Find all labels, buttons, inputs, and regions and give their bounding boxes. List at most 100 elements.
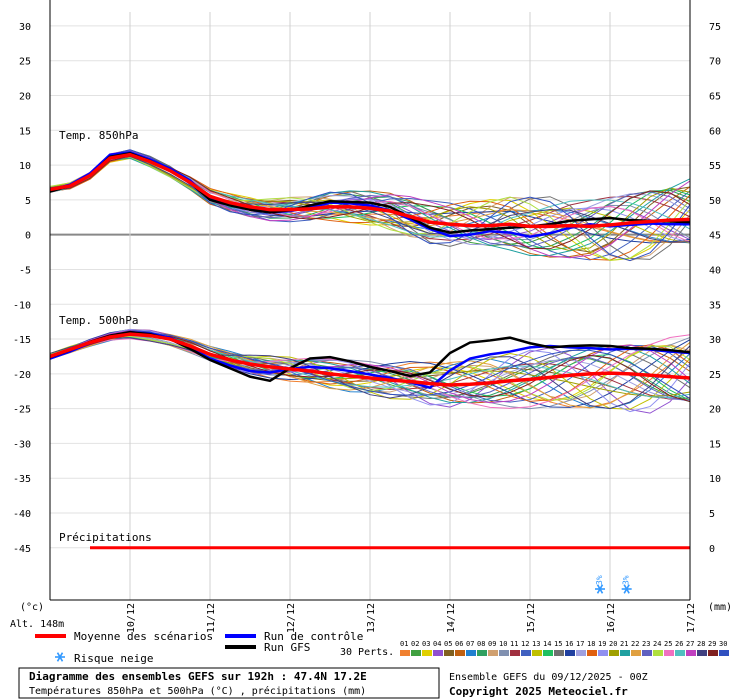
y-right-tick-label: 65 [709,92,721,103]
pert-number: 26 [675,640,683,648]
pert-number: 30 [719,640,727,648]
label-precip: Précipitations [59,531,152,544]
pert-number: 18 [587,640,595,648]
pert-number: 17 [576,640,584,648]
pert-number: 11 [510,640,518,648]
y-left-tick-label: -10 [13,300,31,311]
pert-swatch [642,650,652,656]
y-left-tick-label: -35 [13,474,31,485]
pert-swatch [554,650,564,656]
info-title: Diagramme des ensembles GEFS sur 192h : … [29,670,367,683]
legend-perts-label: 30 Perts. [340,647,394,658]
y-right-tick-label: 10 [709,474,721,485]
pert-swatch [455,650,465,656]
member-line [49,335,691,401]
info-box: Diagramme des ensembles GEFS sur 192h : … [18,667,440,699]
main-series [49,151,691,550]
pert-number: 08 [477,640,485,648]
y-left-tick-label: -40 [13,509,31,520]
y-left-tick-label: 10 [19,161,31,172]
pert-number: 21 [620,640,628,648]
y-right-tick-label: 5 [709,509,715,520]
pert-number: 16 [565,640,573,648]
snowflake-stroke [596,584,604,594]
y-left-tick-label: -45 [13,544,31,555]
pert-number: 23 [642,640,650,648]
series-line-500 [49,332,691,387]
y-right-tick-label: 45 [709,231,721,242]
pert-swatch [664,650,674,656]
pert-swatch [631,650,641,656]
grid [50,12,691,600]
x-tick-label: 10/12 [126,603,137,633]
pert-swatch [422,650,432,656]
y-right-tick-label: 20 [709,405,721,416]
y-right-tick-label: 0 [709,544,715,555]
y-left-tick-label: 20 [19,92,31,103]
y-left-tick-label: -20 [13,370,31,381]
info-subtitle: Températures 850hPa et 500hPa (°C) , pré… [29,685,366,697]
pert-swatch [587,650,597,656]
pert-number: 27 [686,640,694,648]
y-right-unit: (mm) [708,602,732,613]
perturbation-legend: 01 02 03 04 05 06 07 08 09 10 11 12 13 14 15 16 17 18 19 20… [400,640,729,656]
y-right-tick-label: 70 [709,57,721,68]
altitude-label: Alt. 148m [10,619,64,630]
pert-number: 24 [653,640,661,648]
member-line [49,155,691,252]
pert-swatch [653,650,663,656]
pert-number: 01 [400,640,408,648]
snow-risk-percent: 3% [595,575,604,585]
member-line [49,328,691,413]
pert-swatch [411,650,421,656]
pert-swatch [433,650,443,656]
x-tick-label: 15/12 [526,603,537,633]
pert-swatch [708,650,718,656]
x-tick-label: 12/12 [286,603,297,633]
x-tick-label: 13/12 [366,603,377,633]
x-tick-label: 11/12 [206,603,217,633]
legend-gfs-label: Run GFS [264,641,310,654]
y-left-tick-label: 5 [25,196,31,207]
pert-swatch [697,650,707,656]
pert-swatch [543,650,553,656]
pert-number: 04 [433,640,441,648]
pert-number: 07 [466,640,474,648]
pert-swatch [466,650,476,656]
pert-number: 19 [598,640,606,648]
y-right-tick-label: 60 [709,126,721,137]
pert-swatch [510,650,520,656]
run-info: Ensemble GEFS du 09/12/2025 - 00Z [449,672,648,683]
y-right-tick-label: 50 [709,196,721,207]
snowflake-stroke [623,584,630,594]
pert-swatch [620,650,630,656]
y-left-tick-label: -5 [19,265,31,276]
pert-number: 06 [455,640,463,648]
y-left-tick-label: 0 [25,231,31,242]
y-left-tick-label: 25 [19,57,31,68]
y-right-tick-label: 25 [709,370,721,381]
y-left-tick-label: -25 [13,405,31,416]
snowflake-icon [55,652,65,662]
pert-swatch [598,650,608,656]
y-left-tick-label: -30 [13,439,31,450]
pert-swatch [609,650,619,656]
snow-risk-percent: 3% [622,575,631,585]
pert-swatch [477,650,487,656]
legend-mean-label: Moyenne des scénarios [74,630,213,643]
pert-number: 13 [532,640,540,648]
y-left-tick-label: 15 [19,126,31,137]
legend: Moyenne des scénarios Run de contrôle Ru… [35,630,729,665]
pert-number: 09 [488,640,496,648]
member-line [49,156,691,261]
y-right-tick-label: 55 [709,161,721,172]
y-left-tick-label: 30 [19,22,31,33]
pert-swatch [444,650,454,656]
x-tick-label: 14/12 [446,603,457,633]
pert-number: 29 [708,640,716,648]
pert-swatch [532,650,542,656]
pert-number: 02 [411,640,419,648]
label-t500: Temp. 500hPa [59,314,138,327]
legend-control-label: Run de contrôle [264,630,363,643]
